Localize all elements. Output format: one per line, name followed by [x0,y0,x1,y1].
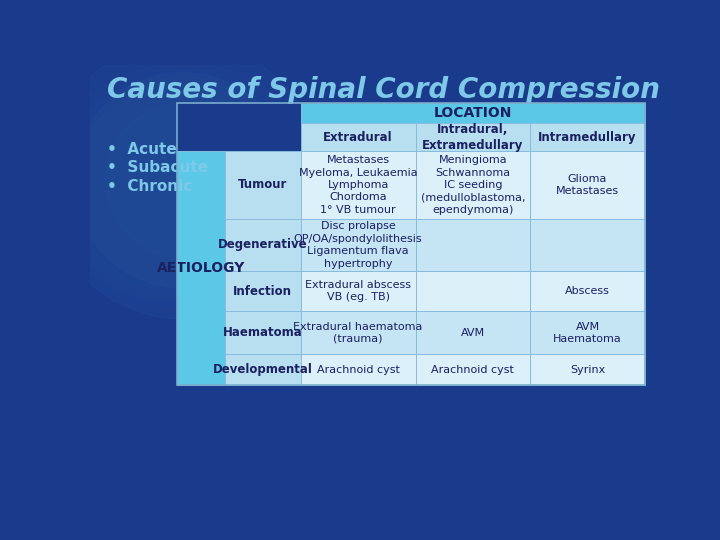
Text: Intramedullary: Intramedullary [539,131,636,144]
Text: Extradural abscess
VB (eg. TB): Extradural abscess VB (eg. TB) [305,280,411,302]
Bar [301,311,415,354]
Bar [301,123,415,151]
Bar [301,271,415,311]
Text: Degenerative: Degenerative [218,239,307,252]
Bar [177,103,645,385]
Text: Abscess: Abscess [565,286,610,296]
Bar [530,354,645,385]
Text: Infection: Infection [233,285,292,298]
Circle shape [43,42,323,319]
Text: Developmental: Developmental [213,363,312,376]
Text: Glioma
Metastases: Glioma Metastases [556,174,619,196]
Text: Intradural,
Extramedullary: Intradural, Extramedullary [422,123,523,152]
Bar [530,311,645,354]
Bar [225,271,301,311]
Bar [415,123,530,151]
Text: Extradural: Extradural [323,131,393,144]
Bar [225,219,301,271]
Text: Haematoma: Haematoma [223,326,302,339]
Bar [177,103,301,123]
Bar [301,354,415,385]
Bar [177,123,301,151]
Bar [530,271,645,311]
Bar [177,151,225,385]
Bar [301,151,415,219]
Bar [225,354,301,385]
Bar [301,103,645,123]
Bar [415,271,530,311]
Text: Disc prolapse
OP/OA/spondylolithesis
Ligamentum flava
hypertrophy: Disc prolapse OP/OA/spondylolithesis Lig… [294,221,423,268]
Bar [530,123,645,151]
Text: Arachnoid cyst: Arachnoid cyst [431,364,514,375]
Bar [225,311,301,354]
Text: •  Subacute: • Subacute [107,160,208,176]
Bar [415,354,530,385]
Text: AETIOLOGY: AETIOLOGY [157,261,245,275]
Bar [530,219,645,271]
Text: Extradural haematoma
(trauma): Extradural haematoma (trauma) [294,321,423,344]
Text: LOCATION: LOCATION [433,106,512,120]
Text: Metastases
Myeloma, Leukaemia
Lymphoma
Chordoma
1° VB tumour: Metastases Myeloma, Leukaemia Lymphoma C… [299,155,418,215]
Text: Arachnoid cyst: Arachnoid cyst [317,364,400,375]
Bar [415,219,530,271]
Bar [301,219,415,271]
Text: Syrinx: Syrinx [570,364,606,375]
Text: •  Chronic: • Chronic [107,179,192,194]
Circle shape [74,72,292,288]
Text: •  Acute: • Acute [107,142,177,157]
Bar [415,311,530,354]
Bar [415,151,530,219]
Text: AVM: AVM [461,328,485,338]
Text: Tumour: Tumour [238,178,287,191]
Text: Meningioma
Schwannoma
IC seeding
(medulloblastoma,
ependymoma): Meningioma Schwannoma IC seeding (medull… [420,155,525,215]
Bar [225,151,301,219]
Text: Causes of Spinal Cord Compression: Causes of Spinal Cord Compression [107,76,660,104]
Text: AVM
Haematoma: AVM Haematoma [553,321,622,344]
Bar [530,151,645,219]
